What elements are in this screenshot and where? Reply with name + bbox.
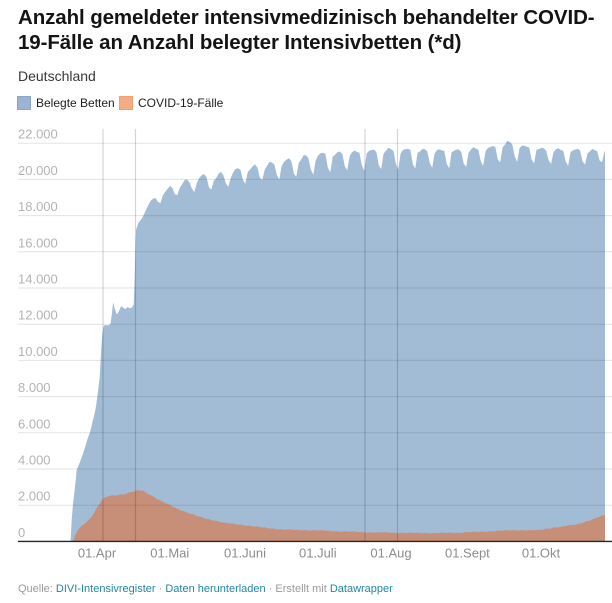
svg-text:01.Juni: 01.Juni <box>224 546 266 561</box>
svg-text:01.Sept: 01.Sept <box>445 546 490 561</box>
svg-text:01.Juli: 01.Juli <box>299 546 337 561</box>
svg-text:0: 0 <box>18 525 25 540</box>
svg-text:2.000: 2.000 <box>18 489 51 504</box>
svg-text:01.Aug: 01.Aug <box>370 546 411 561</box>
svg-text:01.Apr: 01.Apr <box>78 546 117 561</box>
svg-text:16.000: 16.000 <box>18 235 58 250</box>
svg-text:14.000: 14.000 <box>18 272 58 287</box>
svg-text:4.000: 4.000 <box>18 453 51 468</box>
svg-text:22.000: 22.000 <box>18 127 58 142</box>
svg-text:6.000: 6.000 <box>18 416 51 431</box>
svg-text:01.Mai: 01.Mai <box>150 546 189 561</box>
svg-text:20.000: 20.000 <box>18 163 58 178</box>
svg-text:12.000: 12.000 <box>18 308 58 323</box>
svg-text:01.Okt: 01.Okt <box>522 546 561 561</box>
svg-text:18.000: 18.000 <box>18 199 58 214</box>
svg-text:8.000: 8.000 <box>18 380 51 395</box>
svg-text:10.000: 10.000 <box>18 344 58 359</box>
